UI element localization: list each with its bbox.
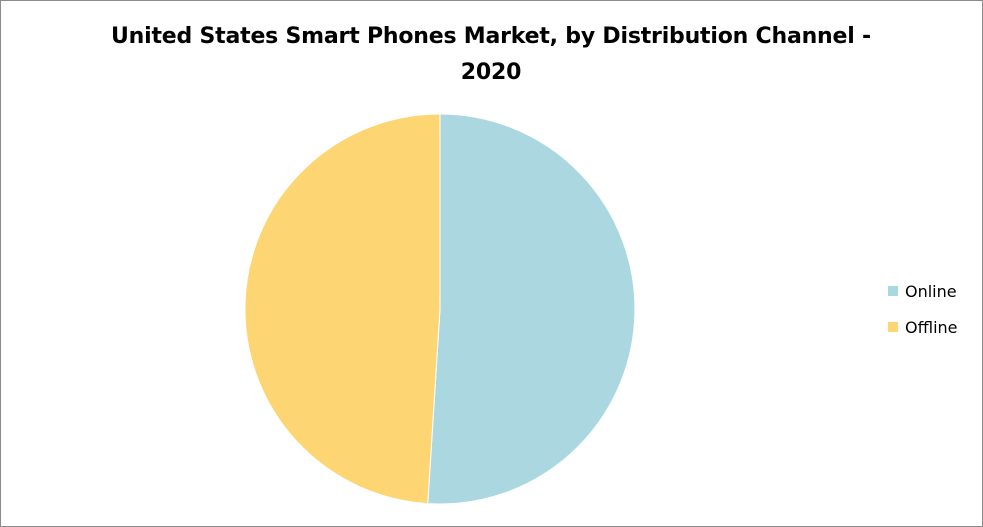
chart-title: United States Smart Phones Market, by Di… [111, 24, 871, 85]
pie-slice-offline [244, 113, 441, 505]
legend-label-online: Online [905, 281, 957, 301]
legend: Online Offline [888, 281, 958, 353]
legend-item-offline: Offline [888, 317, 958, 337]
legend-label-offline: Offline [905, 317, 958, 337]
pie-slice-online [427, 113, 636, 505]
legend-item-online: Online [888, 281, 958, 301]
legend-swatch-offline [888, 322, 898, 332]
legend-swatch-online [888, 286, 898, 296]
pie-slices [244, 113, 636, 505]
